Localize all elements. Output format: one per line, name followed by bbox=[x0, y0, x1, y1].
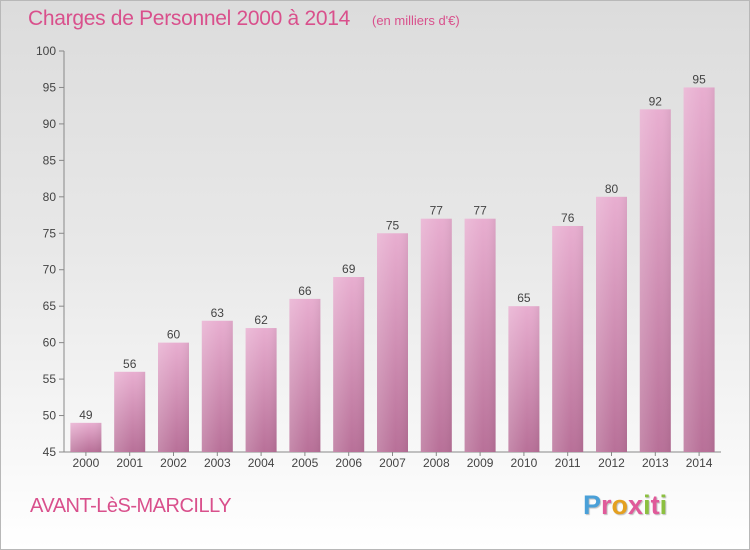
x-tick-label: 2005 bbox=[292, 456, 319, 470]
chart-title: Charges de Personnel 2000 à 2014 bbox=[28, 7, 350, 30]
x-tick-label: 2002 bbox=[160, 456, 187, 470]
y-tick-label: 45 bbox=[43, 445, 57, 459]
bar-shade bbox=[420, 218, 452, 452]
bar-shade bbox=[289, 298, 321, 452]
data-labels: 49 56 60 63 62 66 69 75 77 77 65 76 80 92 95 bbox=[79, 72, 706, 421]
y-tick-label: 85 bbox=[43, 153, 57, 167]
bar-value-label: 56 bbox=[123, 357, 137, 371]
chart-unit-note: (en milliers d'€) bbox=[372, 13, 460, 28]
bar-shade bbox=[333, 277, 365, 452]
bar-shade bbox=[596, 196, 627, 452]
y-tick-label: 90 bbox=[43, 117, 57, 131]
bar-shade bbox=[201, 320, 233, 452]
bar-value-label: 63 bbox=[211, 306, 225, 320]
commune-name: AVANT-LèS-MARCILLY bbox=[30, 495, 232, 517]
bar-value-label: 80 bbox=[605, 182, 619, 196]
y-tick-label: 100 bbox=[36, 44, 56, 58]
x-tick-label: 2000 bbox=[73, 456, 100, 470]
bar-value-label: 92 bbox=[649, 94, 663, 108]
proxiti-logo: Proxiti bbox=[583, 490, 668, 520]
bar-value-label: 49 bbox=[79, 408, 93, 422]
bars bbox=[70, 87, 715, 453]
y-tick-label: 95 bbox=[43, 80, 57, 94]
x-tick-label: 2011 bbox=[555, 456, 581, 470]
bar-shade bbox=[70, 422, 102, 452]
bar-shade bbox=[245, 328, 277, 452]
bar-shade bbox=[508, 306, 540, 452]
x-tick-label: 2001 bbox=[116, 456, 143, 470]
x-tick-label: 2012 bbox=[598, 456, 625, 470]
bar-value-label: 77 bbox=[473, 204, 487, 218]
bar-shade bbox=[377, 233, 408, 452]
x-tick-label: 2009 bbox=[467, 456, 494, 470]
bar-value-label: 62 bbox=[254, 313, 268, 327]
y-tick-label: 55 bbox=[43, 372, 57, 386]
x-tick-label: 2006 bbox=[335, 456, 362, 470]
bar-shade bbox=[114, 371, 146, 452]
bar-shade bbox=[552, 225, 584, 452]
bar-shade bbox=[639, 109, 671, 452]
bar-shade bbox=[464, 218, 496, 452]
x-tick-label: 2013 bbox=[642, 456, 669, 470]
y-tick-label: 80 bbox=[43, 190, 57, 204]
bar-shade bbox=[683, 87, 715, 453]
y-tick-label: 60 bbox=[43, 336, 57, 350]
x-tick-label: 2007 bbox=[379, 456, 406, 470]
bar-value-label: 76 bbox=[561, 211, 575, 225]
bar-value-label: 77 bbox=[430, 204, 444, 218]
y-tick-label: 75 bbox=[43, 226, 57, 240]
x-tick-label: 2010 bbox=[511, 456, 538, 470]
x-tick-label: 2004 bbox=[248, 456, 275, 470]
bar-value-label: 65 bbox=[517, 291, 531, 305]
bar-shade bbox=[158, 342, 189, 452]
bar-value-label: 69 bbox=[342, 262, 356, 276]
x-tick-label: 2003 bbox=[204, 456, 231, 470]
x-tick-label: 2008 bbox=[423, 456, 450, 470]
bar-value-label: 60 bbox=[167, 328, 181, 342]
bar-value-label: 95 bbox=[692, 72, 706, 86]
y-tick-label: 70 bbox=[43, 263, 57, 277]
bar-value-label: 75 bbox=[386, 218, 400, 232]
y-tick-label: 50 bbox=[43, 409, 57, 423]
y-tick-label: 65 bbox=[43, 299, 57, 313]
x-tick-label: 2014 bbox=[686, 456, 713, 470]
bar-value-label: 66 bbox=[298, 284, 312, 298]
